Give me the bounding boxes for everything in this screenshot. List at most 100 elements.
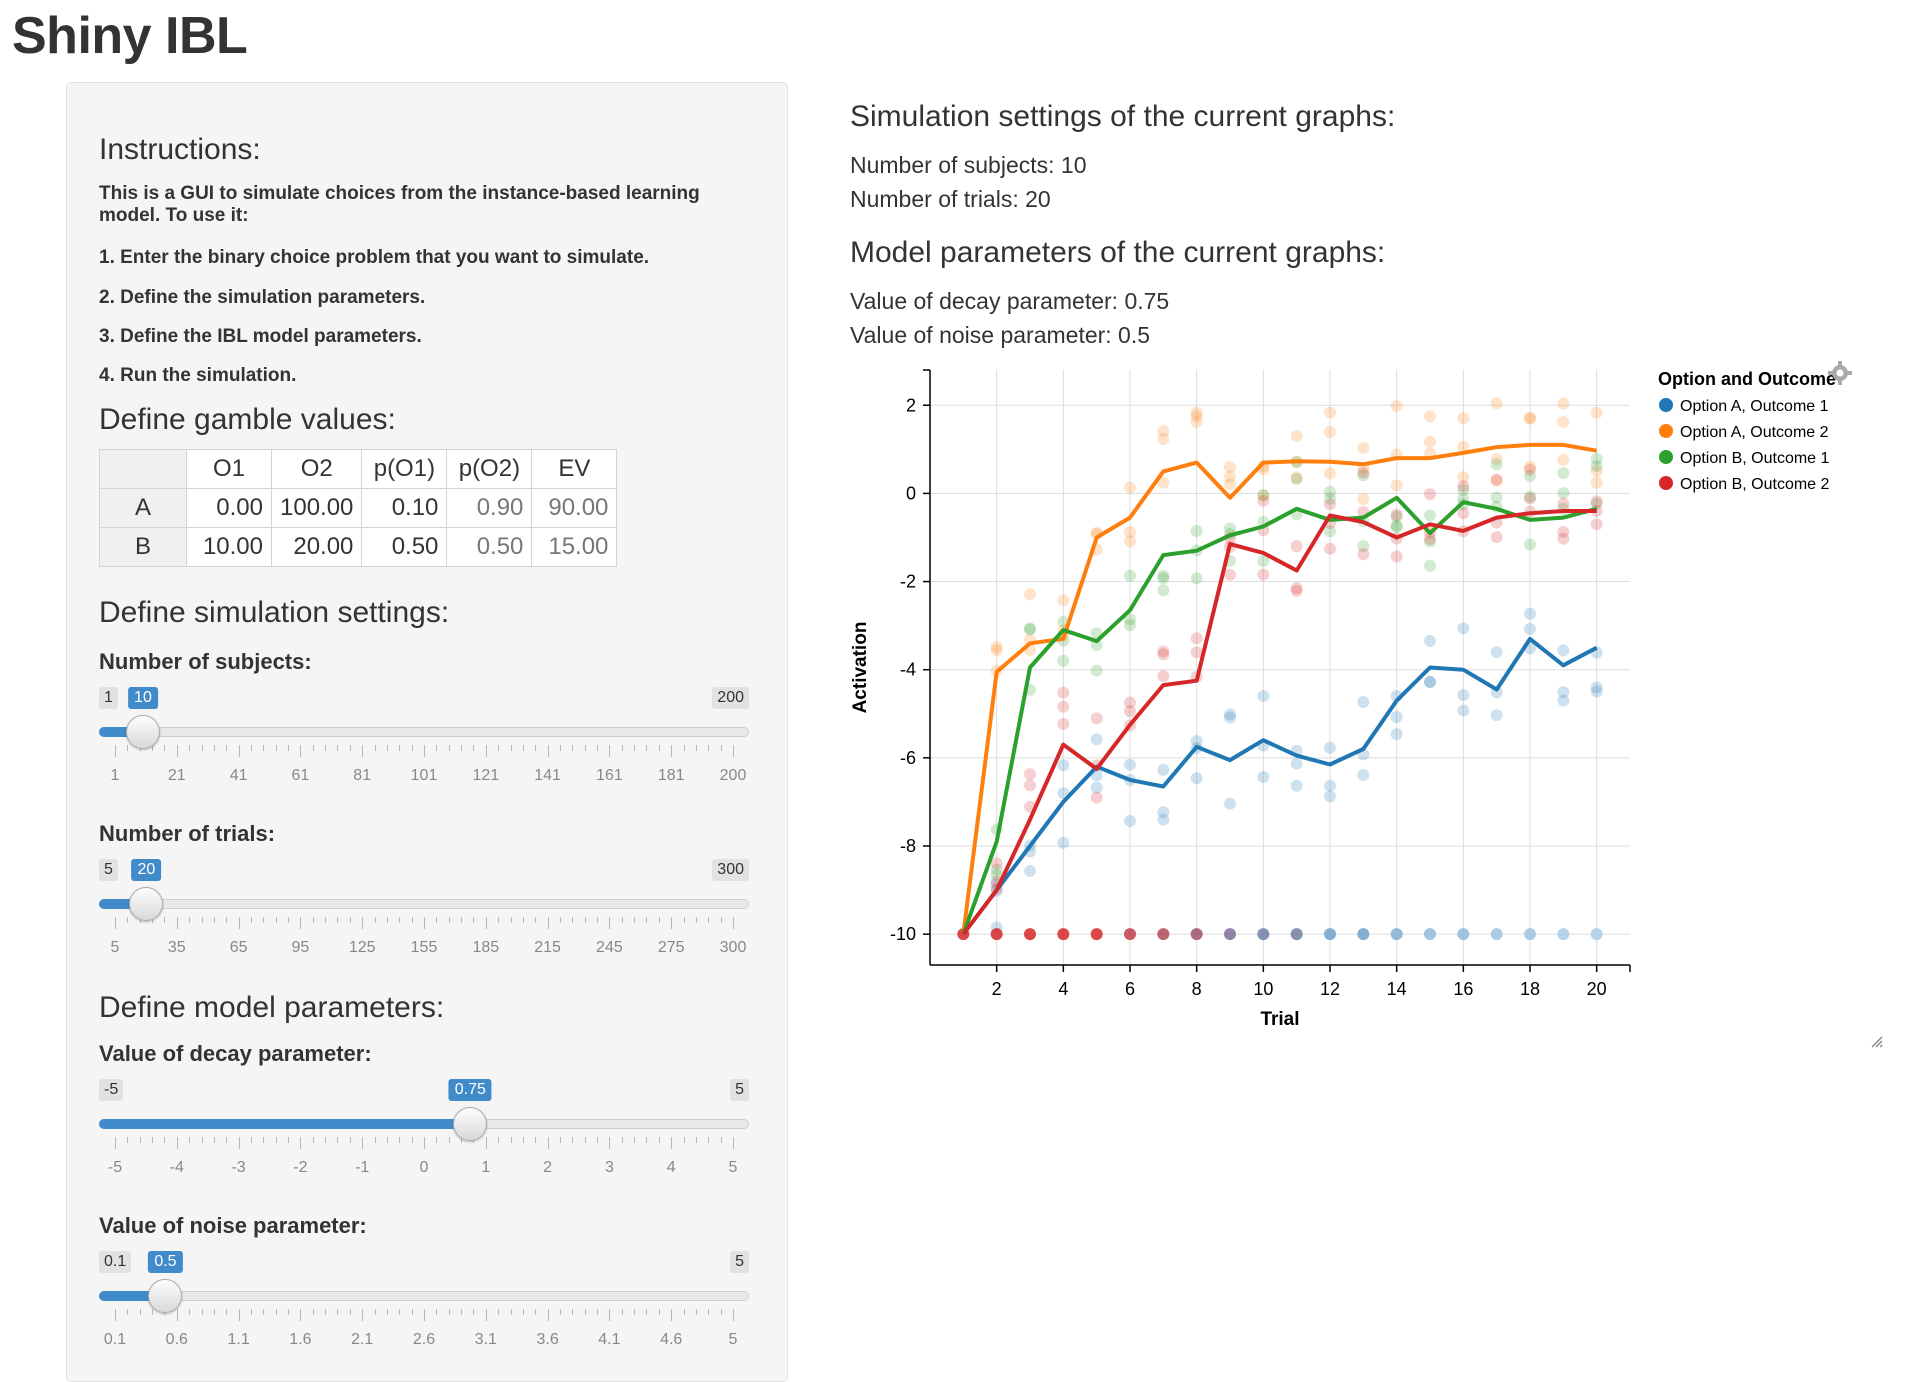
slider-tick [485, 745, 487, 757]
slider-tick [621, 745, 623, 751]
slider-tick-label: 125 [348, 939, 376, 956]
slider-tick [250, 917, 252, 923]
header-p-o2: p(O2) [446, 449, 533, 489]
y-tick-label: -6 [900, 748, 916, 768]
cell-b-p-o1[interactable]: 0.50 [361, 527, 448, 567]
slider-tick [424, 917, 425, 929]
slider-track[interactable] [99, 1291, 749, 1301]
subjects-info: Number of subjects: 10 [850, 152, 1087, 178]
resize-handle-icon[interactable] [1871, 1036, 1883, 1048]
slider-tick [152, 1137, 154, 1143]
slider-tick [263, 917, 265, 923]
y-tick-label: -2 [900, 572, 916, 592]
subject-point [1324, 741, 1336, 754]
chart-lines [961, 442, 1598, 936]
cell-a-p-o1[interactable]: 0.10 [361, 488, 448, 528]
slider-tick [522, 1309, 524, 1315]
subject-point [1190, 410, 1203, 423]
subject-point [1324, 406, 1336, 419]
cell-b-o2[interactable]: 20.00 [270, 527, 363, 567]
subject-point [1457, 440, 1470, 453]
subject-point [1024, 622, 1036, 635]
subject-point [1124, 696, 1136, 709]
slider-tick-label: 4.6 [660, 1331, 683, 1348]
slider-handle[interactable] [453, 1107, 488, 1141]
noise-slider[interactable]: Value of noise parameter: 0.1 5 0.5 0.1 0.6 1.… [99, 1213, 749, 1348]
bottom-point [1024, 928, 1036, 941]
subject-point [990, 857, 1003, 870]
slider-tick-label: 65 [229, 939, 248, 956]
slider-tick-label: 215 [534, 939, 561, 956]
slider-tick-label: 200 [719, 767, 747, 784]
subject-point [1324, 525, 1336, 538]
subject-point [1057, 686, 1070, 699]
bottom-point [1290, 928, 1303, 941]
subject-point [1557, 644, 1570, 657]
activation-chart: 2 4 6 8 10 12 14 16 18 2020-2-4-6-8-10TrialActiva… [850, 361, 1883, 1048]
subject-point [1090, 733, 1103, 746]
slider-tick [312, 1309, 314, 1315]
slider-handle[interactable] [125, 715, 160, 749]
slider-fill [99, 727, 143, 737]
slider-tick [362, 1137, 364, 1149]
slider-tick [461, 917, 463, 923]
cell-b-o1[interactable]: 10.00 [186, 527, 272, 567]
slider-tick [386, 917, 388, 923]
gear-icon[interactable] [1828, 361, 1852, 385]
bottom-point [1390, 928, 1403, 941]
subject-point [1290, 471, 1303, 484]
simulation-settings-heading: Simulation settings of the current graph… [850, 100, 1396, 133]
slider-tick [634, 917, 636, 923]
slider-tick [349, 917, 351, 923]
slider-tick [683, 745, 685, 751]
cell-a-o2[interactable]: 100.00 [270, 488, 363, 528]
slider-track[interactable] [99, 899, 749, 909]
slider-tick [362, 1309, 364, 1321]
subject-point [1524, 538, 1536, 551]
slider-track[interactable] [99, 727, 749, 737]
subject-point [1024, 779, 1036, 792]
slider-tick [424, 1137, 425, 1149]
slider-tick [646, 1137, 648, 1143]
slider-value-badge: 20 [131, 859, 162, 881]
slider-handle[interactable] [148, 1279, 183, 1313]
x-tick-label: 16 [1453, 979, 1473, 999]
subject-point [1090, 791, 1103, 804]
subject-point [1224, 797, 1236, 810]
noise-info: Value of noise parameter: 0.5 [850, 322, 1151, 348]
decay-slider[interactable]: Value of decay parameter: -5 5 0.75 -5 -4 -3 -2… [99, 1041, 749, 1176]
slider-tick [535, 1137, 537, 1143]
slider-handle[interactable] [129, 887, 164, 921]
slider-tick-label: 0.6 [165, 1331, 188, 1348]
slider-tick [238, 1137, 240, 1149]
subject-point [1590, 459, 1603, 472]
slider-max-badge: 5 [730, 1079, 749, 1101]
slider-tick [275, 1137, 277, 1143]
subjects-slider[interactable]: Number of subjects: 1 200 10 1 21 41 61 81 101 121… [99, 649, 749, 784]
slider-tick [164, 1137, 166, 1143]
x-tick-label: 10 [1253, 979, 1273, 999]
slider-tick [127, 1309, 129, 1315]
slider-tick [115, 745, 116, 757]
slider-tick [238, 1309, 240, 1321]
legend-swatch [1659, 398, 1673, 412]
legend-item: Option B, Outcome 1 [1680, 450, 1830, 467]
subject-point [1090, 781, 1103, 794]
cell-a-o1[interactable]: 0.00 [186, 488, 272, 528]
slider-tick-label: 2 [543, 1159, 553, 1176]
subject-point [1124, 535, 1136, 548]
subject-point [1157, 763, 1170, 776]
subject-point [1557, 686, 1570, 699]
bottom-point [1424, 928, 1436, 941]
trials-slider[interactable]: Number of trials: 5 300 20 5 35 65 95 125 155 185 2… [99, 821, 749, 956]
slider-tick-label: 121 [472, 767, 500, 784]
slider-tick [733, 745, 734, 757]
cell-b-ev: 15.00 [531, 527, 618, 567]
subject-point [1424, 488, 1436, 501]
slider-tick [708, 1137, 710, 1143]
subject-point [1524, 469, 1536, 482]
slider-tick-label: 1.6 [289, 1331, 312, 1348]
subject-point [1157, 648, 1170, 661]
instruction-step-4: 4. Run the simulation. [99, 365, 297, 386]
slider-tick-label: 300 [719, 939, 747, 956]
